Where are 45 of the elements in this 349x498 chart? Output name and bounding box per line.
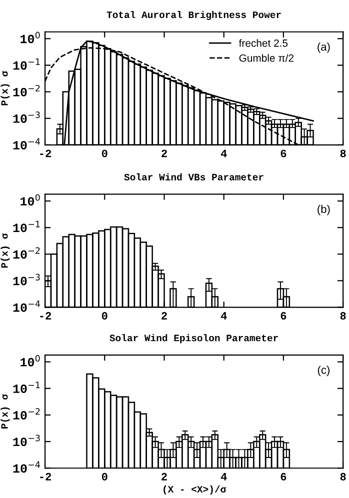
x-tick-label: 4 bbox=[220, 150, 227, 158]
y-tick-label: 10$^{−4}$ bbox=[13, 300, 40, 312]
y-tick-label: 10$^{−1}$ bbox=[13, 382, 40, 393]
y-tick-label: 10$^{−3}$ bbox=[13, 434, 40, 446]
x-tick-label: -2 bbox=[40, 312, 52, 320]
x-tick-label: -2 bbox=[40, 472, 52, 480]
x-tick-label: 2 bbox=[162, 472, 167, 480]
x-tick-label: 8 bbox=[340, 472, 346, 480]
x-tick-label: 0 bbox=[102, 312, 108, 320]
x-tick-label: 6 bbox=[280, 472, 286, 480]
annotation: (c) bbox=[318, 366, 330, 376]
y-axis-title: P(x) σ bbox=[0, 394, 10, 428]
y-tick-label: 10$^{−2}$ bbox=[13, 84, 40, 96]
chart-title: Solar Wind VBs Parameter bbox=[124, 173, 264, 180]
x-tick-label: 0 bbox=[102, 472, 108, 480]
x-tick-label: 6 bbox=[280, 150, 286, 158]
x-tick-label: 0 bbox=[102, 150, 108, 158]
x-tick-label: 8 bbox=[340, 150, 346, 158]
y-tick-label: 10$^{−4}$ bbox=[13, 461, 40, 473]
y-tick-label: 10$^{−4}$ bbox=[13, 138, 40, 150]
annotation: (b) bbox=[318, 204, 330, 216]
legend-label: frechet 2.5 bbox=[238, 39, 288, 47]
x-tick-label: 2 bbox=[162, 312, 167, 320]
y-tick-label: 10$^{−1}$ bbox=[13, 58, 40, 70]
chart-title: Total Auroral Brightness Power bbox=[106, 10, 281, 20]
x-axis-title: (X - <X>)/σ bbox=[164, 485, 226, 494]
y-tick-label: 10$^{−3}$ bbox=[13, 274, 40, 286]
x-tick-label: 6 bbox=[280, 312, 286, 320]
chart-title: Solar Wind Episolon Parameter bbox=[110, 334, 278, 344]
y-axis-title: P(x) σ bbox=[0, 70, 10, 106]
annotation: (a) bbox=[318, 42, 330, 53]
x-tick-label: 8 bbox=[340, 312, 346, 320]
x-tick-label: 4 bbox=[220, 473, 227, 480]
x-tick-label: -2 bbox=[40, 150, 52, 158]
y-tick-label: 10$^{−1}$ bbox=[13, 220, 40, 232]
y-axis-title: P(x) σ bbox=[0, 233, 10, 268]
y-tick-label: 10$^{0}$ bbox=[20, 32, 40, 44]
x-tick-label: 2 bbox=[162, 150, 167, 158]
y-tick-label: 10$^{0}$ bbox=[20, 194, 40, 206]
x-tick-label: 4 bbox=[220, 312, 227, 320]
y-tick-label: 10$^{−2}$ bbox=[13, 408, 40, 420]
y-tick-label: 10$^{−2}$ bbox=[13, 247, 40, 259]
y-tick-label: 10$^{−3}$ bbox=[13, 112, 40, 123]
y-tick-label: 10$^{0}$ bbox=[20, 355, 40, 366]
legend-label: Gumble π/2 bbox=[239, 54, 294, 62]
